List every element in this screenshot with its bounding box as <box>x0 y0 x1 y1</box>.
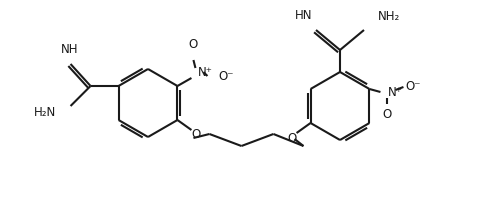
Text: N⁺: N⁺ <box>197 65 212 78</box>
Text: O: O <box>287 132 296 145</box>
Text: HN: HN <box>294 9 312 22</box>
Text: O: O <box>383 108 392 121</box>
Text: O: O <box>192 129 201 141</box>
Text: NH₂: NH₂ <box>378 10 400 23</box>
Text: N⁺: N⁺ <box>388 86 402 98</box>
Text: O⁻: O⁻ <box>218 70 234 83</box>
Text: O: O <box>189 38 198 51</box>
Text: H₂N: H₂N <box>34 106 57 119</box>
Text: NH: NH <box>61 43 78 56</box>
Text: O⁻: O⁻ <box>406 79 421 92</box>
